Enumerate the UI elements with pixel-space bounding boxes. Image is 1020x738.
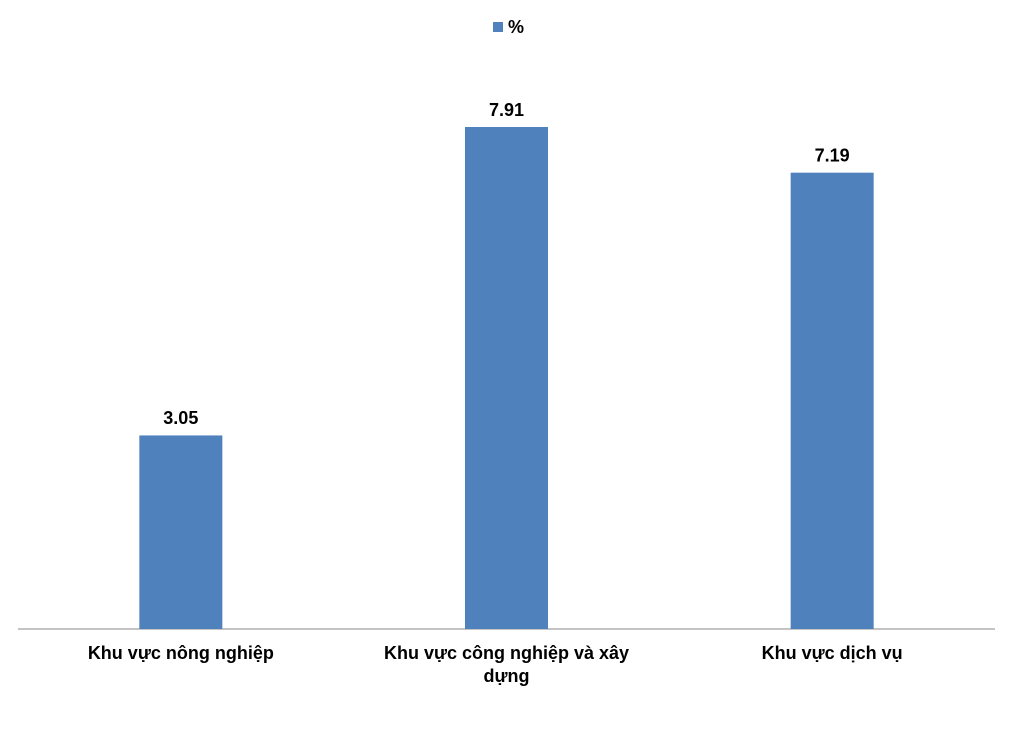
bar — [139, 435, 223, 629]
data-label: 7.91 — [489, 100, 524, 120]
legend-swatch — [493, 22, 503, 32]
legend-label: % — [508, 17, 524, 37]
data-label: 3.05 — [163, 408, 198, 428]
x-tick-label: Khu vực công nghiệp và xây dựng — [383, 643, 630, 686]
x-tick-label: Khu vực dịch vụ — [761, 643, 903, 663]
bar — [465, 127, 548, 629]
data-label: 7.19 — [815, 145, 850, 165]
bar — [790, 172, 874, 629]
x-tick-label: Khu vực nông nghiệp — [87, 643, 274, 663]
